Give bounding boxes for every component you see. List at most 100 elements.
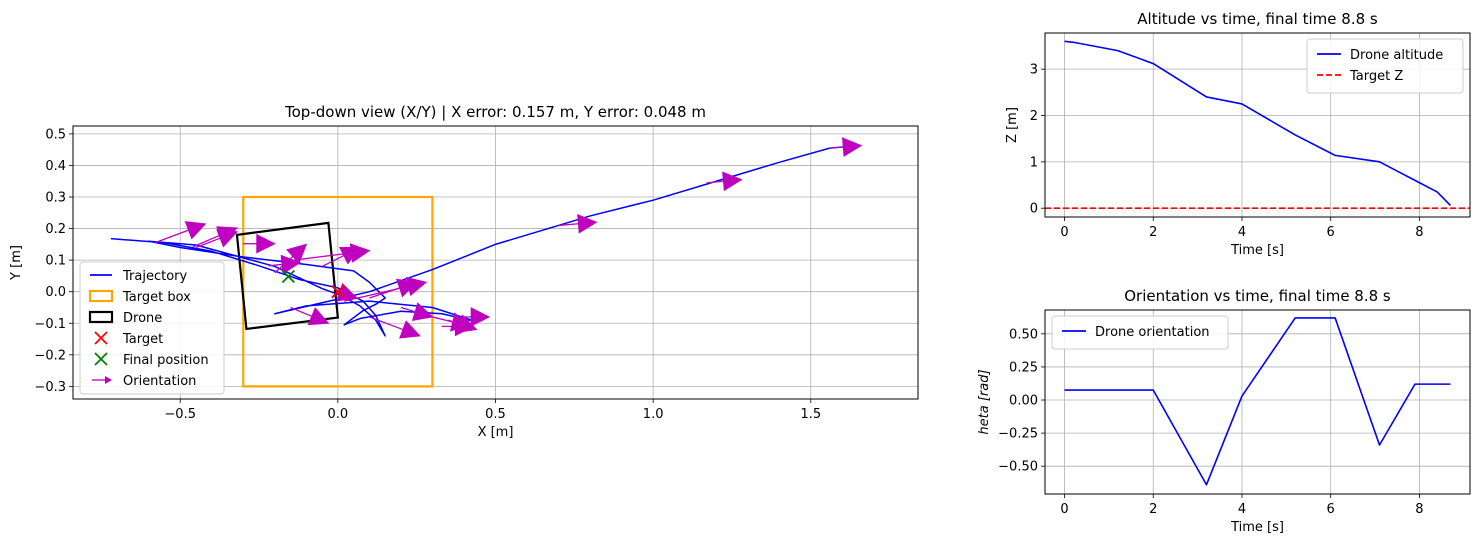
legend-label: Drone bbox=[123, 311, 162, 326]
final-position-marker bbox=[281, 269, 295, 284]
arrow-shaft bbox=[293, 252, 352, 261]
y-tick-label: 0.0 bbox=[45, 285, 66, 300]
x-axis-label: Time [s] bbox=[1230, 520, 1284, 535]
orientation-arrow bbox=[195, 229, 238, 249]
x-tick-label: 1.0 bbox=[643, 407, 664, 422]
series-line bbox=[1064, 317, 1451, 486]
x-tick-label: 4 bbox=[1238, 502, 1246, 517]
y-tick-label: −0.3 bbox=[34, 380, 66, 395]
orientation-arrow bbox=[274, 243, 308, 274]
legend-swatch-box bbox=[88, 289, 114, 303]
x-tick-label: 2 bbox=[1149, 225, 1157, 240]
arrow-shaft bbox=[432, 316, 453, 323]
legend: Drone altitude Target Z bbox=[1306, 38, 1464, 94]
legend-frame bbox=[79, 261, 225, 395]
legend-label: Trajectory bbox=[122, 269, 187, 284]
drone-outline bbox=[235, 221, 340, 331]
orientation-arrow bbox=[290, 306, 330, 326]
plot-area bbox=[110, 137, 863, 388]
y-tick-label: −0.50 bbox=[998, 460, 1038, 475]
target-marker bbox=[331, 285, 345, 299]
arrow-shaft bbox=[369, 287, 400, 299]
x-tick-label: 8 bbox=[1415, 502, 1423, 517]
legend-frame bbox=[1306, 38, 1464, 94]
orientation-arrow bbox=[463, 307, 491, 327]
y-tick-label: 0.4 bbox=[45, 159, 66, 174]
legend-label: Drone altitude bbox=[1350, 48, 1443, 63]
orientation-arrow bbox=[447, 314, 478, 334]
chart-title: Orientation vs time, final time 8.8 s bbox=[1124, 287, 1391, 305]
legend-label: Drone orientation bbox=[1095, 325, 1210, 340]
x-tick-label: 1.5 bbox=[800, 407, 821, 422]
axes-frame bbox=[1044, 32, 1471, 218]
y-axis-label: heta [rad] bbox=[977, 369, 992, 434]
arrow-shaft bbox=[268, 263, 283, 267]
arrow-head bbox=[307, 307, 330, 326]
x-axis-label: Time [s] bbox=[1230, 243, 1284, 258]
plot-area bbox=[1064, 317, 1451, 486]
y-tick-label: 0.2 bbox=[45, 222, 66, 237]
x-tick-label: 8 bbox=[1415, 225, 1423, 240]
y-tick-label: 0.1 bbox=[45, 254, 66, 269]
x-tick-label: −0.5 bbox=[164, 407, 196, 422]
y-tick-label: 2 bbox=[1030, 109, 1038, 124]
arrow-head bbox=[399, 320, 421, 339]
arrow-shaft bbox=[400, 306, 416, 313]
arrow-shaft bbox=[192, 234, 221, 248]
arrow-shaft bbox=[447, 319, 460, 325]
arrow-shaft bbox=[154, 229, 189, 244]
chart-title: Top-down view (X/Y) | X error: 0.157 m, … bbox=[284, 103, 706, 121]
arrow-head bbox=[256, 233, 276, 254]
arrow-head bbox=[349, 243, 371, 263]
legend-swatch-box bbox=[88, 310, 114, 324]
legend-label: Orientation bbox=[123, 374, 196, 389]
legend: Trajectory Target box Drone Target Final pos… bbox=[79, 261, 225, 395]
x-tick-label: 6 bbox=[1327, 502, 1335, 517]
arrow-shaft bbox=[290, 306, 313, 317]
y-tick-label: 3 bbox=[1030, 63, 1038, 78]
x-tick-label: 6 bbox=[1327, 225, 1335, 240]
arrow-shaft bbox=[195, 237, 221, 249]
arrow-head bbox=[396, 278, 418, 298]
plot-area bbox=[1045, 40, 1470, 209]
x-tick-label: 0.5 bbox=[485, 407, 506, 422]
arrow-shaft bbox=[321, 254, 345, 268]
arrow-head bbox=[455, 314, 478, 334]
chart-title: Altitude vs time, final time 8.8 s bbox=[1137, 10, 1378, 28]
y-tick-label: 1 bbox=[1030, 155, 1038, 170]
x-tick-label: 0 bbox=[1060, 502, 1068, 517]
arrow-shaft bbox=[706, 180, 724, 184]
arrow-shaft bbox=[829, 146, 844, 149]
legend-label: Target Z bbox=[1349, 69, 1403, 84]
arrow-head bbox=[577, 214, 598, 234]
x-tick-label: 2 bbox=[1149, 502, 1157, 517]
y-tick-label: 0.3 bbox=[45, 191, 66, 206]
y-tick-label: 0.25 bbox=[1009, 360, 1038, 375]
arrow-head bbox=[286, 243, 308, 265]
x-tick-label: 0.0 bbox=[328, 407, 349, 422]
legend: Drone orientation bbox=[1051, 315, 1229, 350]
orientation-arrow bbox=[706, 171, 743, 192]
y-axis-label: Y [m] bbox=[9, 245, 24, 281]
legend-swatch-cross bbox=[94, 352, 108, 366]
arrow-shaft bbox=[558, 223, 579, 227]
orientation-arrow bbox=[243, 233, 276, 254]
chart-2: 0 2 4 6 8 −0.50 −0.25 0.00 0.25 0.50 Orientation v… bbox=[977, 287, 1471, 535]
axes-frame bbox=[1044, 309, 1471, 495]
arrow-head bbox=[184, 221, 207, 240]
orientation-arrow bbox=[293, 243, 371, 263]
y-tick-label: 0.50 bbox=[1009, 327, 1038, 342]
x-axis-label: X [m] bbox=[478, 425, 514, 440]
arrow-shaft bbox=[274, 255, 294, 274]
legend-label: Final position bbox=[123, 353, 209, 368]
orientation-arrow bbox=[369, 316, 421, 339]
arrow-head bbox=[842, 137, 863, 157]
orientation-arrow bbox=[829, 137, 863, 157]
legend-swatch-arrowhead bbox=[105, 376, 112, 384]
y-tick-label: −0.1 bbox=[34, 317, 66, 332]
arrow-head bbox=[216, 229, 238, 248]
arrow-head bbox=[470, 307, 491, 327]
arrow-head bbox=[722, 171, 743, 192]
y-axis-label: Z [m] bbox=[1005, 107, 1020, 143]
